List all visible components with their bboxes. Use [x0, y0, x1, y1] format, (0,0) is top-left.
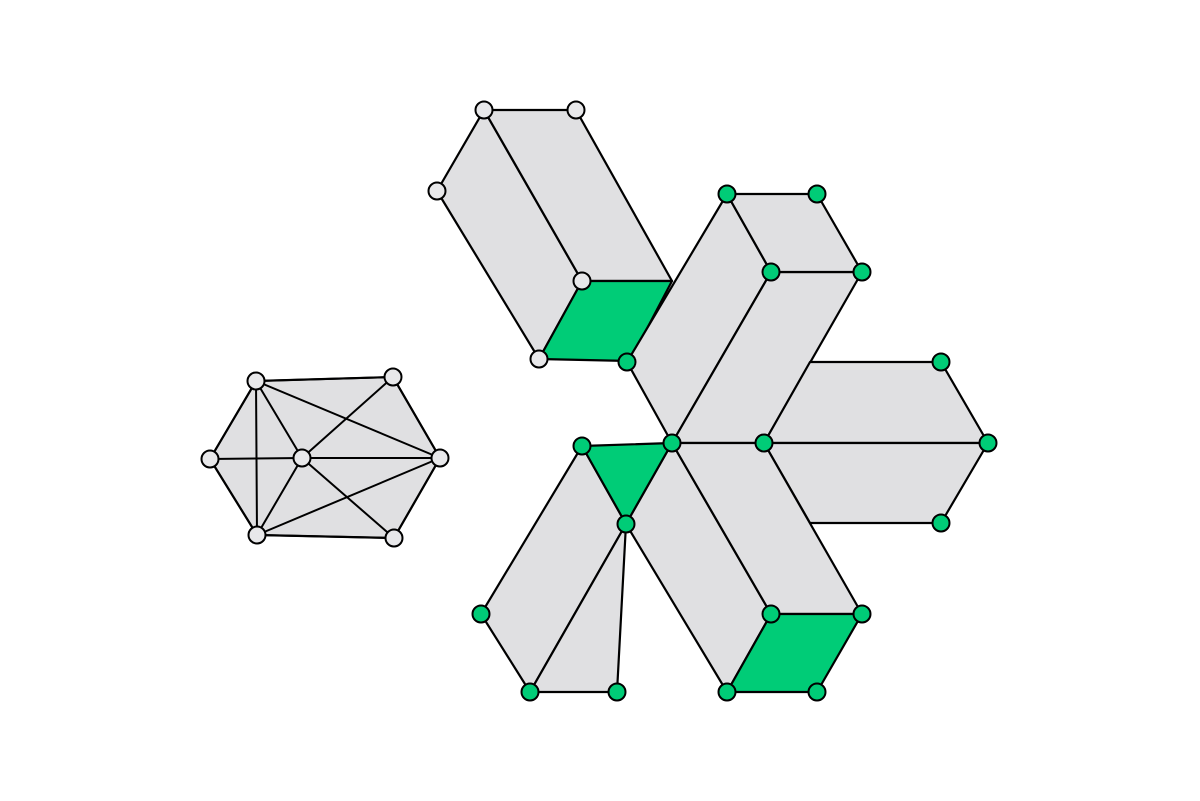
- box-lower-left-vertex: [520, 682, 540, 702]
- box-top-vertex: [761, 262, 781, 282]
- box-upper-left-vertex: [427, 181, 447, 201]
- hexagon-graph-edge: [256, 457, 441, 536]
- box-lower-right-vertex: [852, 604, 872, 624]
- hexagon-graph-edge: [301, 457, 395, 539]
- box-lower-right-vertex: [717, 682, 737, 702]
- box-lower-right-vertex: [761, 604, 781, 624]
- box-upper-left-vertex: [529, 349, 549, 369]
- box-lower-right-vertex: [807, 682, 827, 702]
- box-top-vertex: [617, 352, 637, 372]
- box-top-vertex: [852, 262, 872, 282]
- hexagon-graph-vertex: [430, 448, 450, 468]
- box-lower-left-vertex: [616, 514, 636, 534]
- hexagon-graph-edge: [255, 376, 394, 382]
- hexagon-graph-vertex: [383, 367, 403, 387]
- box-lower-left-vertex: [471, 604, 491, 624]
- hexagon-graph-edge: [255, 380, 303, 459]
- box-lower-left-vertex: [572, 436, 592, 456]
- hexagon-graph-edge: [209, 458, 258, 536]
- hexagon-graph-vertex: [384, 528, 404, 548]
- hexagon-graph-edge: [256, 534, 395, 539]
- box-upper-left-vertex: [566, 100, 586, 120]
- box-lower-left-vertex: [662, 433, 682, 453]
- box-lower-left-vertex: [607, 682, 627, 702]
- vertices-layer: [200, 100, 998, 702]
- box-right-vertex: [931, 513, 951, 533]
- box-top-vertex: [807, 184, 827, 204]
- faces-layer: [208, 108, 990, 694]
- hexagon-graph-edge: [392, 376, 441, 459]
- edges-layer: [209, 376, 441, 539]
- box-upper-left-vertex: [474, 100, 494, 120]
- hexagon-graph-edge: [255, 380, 441, 459]
- hexagon-graph-vertex: [200, 449, 220, 469]
- hexagon-graph-vertex: [247, 525, 267, 545]
- hexagon-graph-edge: [393, 457, 441, 539]
- box-right-vertex: [978, 433, 998, 453]
- box-lower-left-end-face: [580, 441, 674, 526]
- box-top-vertex: [717, 184, 737, 204]
- hexagon-graph-vertex: [292, 448, 312, 468]
- box-lower-left-inner-face: [528, 522, 628, 694]
- hexagon-graph-edge: [301, 376, 394, 459]
- box-upper-left-vertex: [572, 271, 592, 291]
- hexagon-graph-edge: [256, 457, 303, 536]
- hexagon-graph-vertex: [246, 371, 266, 391]
- hexagon-graph-edge: [209, 457, 303, 460]
- box-right-vertex: [754, 433, 774, 453]
- hexagon-graph-edge: [209, 380, 257, 460]
- box-right-vertex: [931, 352, 951, 372]
